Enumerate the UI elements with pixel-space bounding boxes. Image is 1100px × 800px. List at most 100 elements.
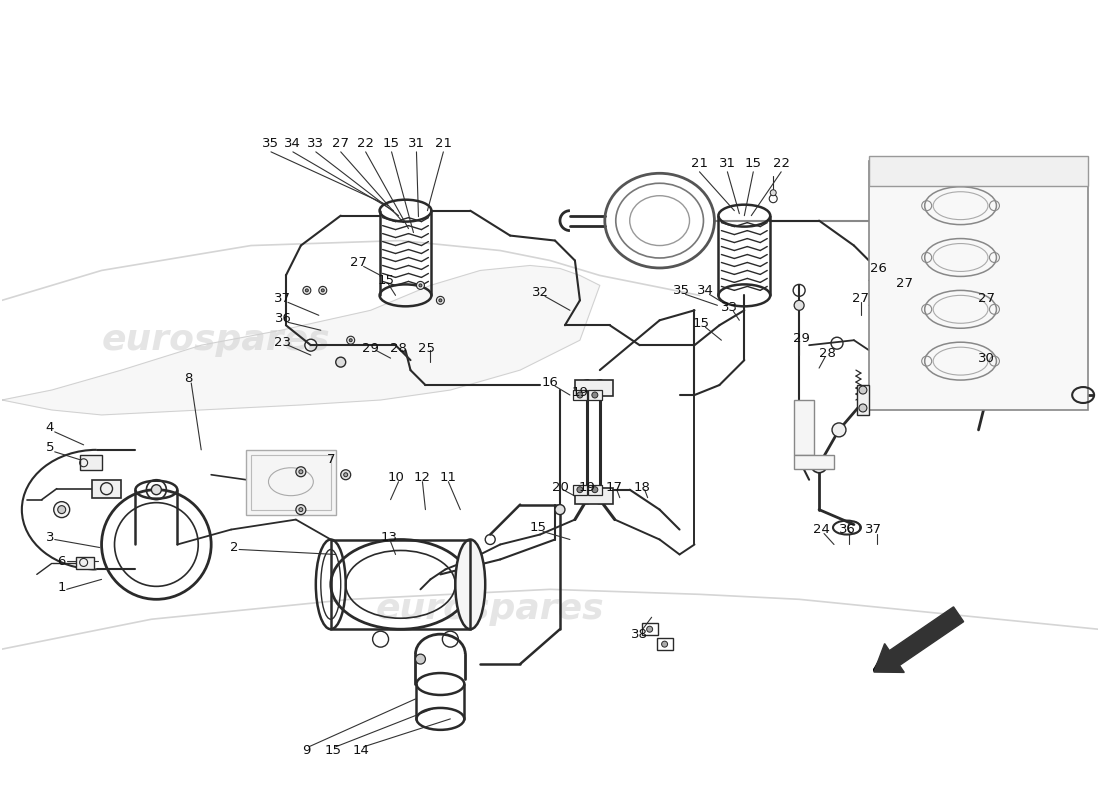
Text: 21: 21 xyxy=(691,158,708,170)
Circle shape xyxy=(54,502,69,518)
Circle shape xyxy=(437,296,444,304)
Text: 11: 11 xyxy=(440,471,456,484)
Text: 30: 30 xyxy=(978,352,994,365)
Circle shape xyxy=(416,654,426,664)
Circle shape xyxy=(811,457,827,473)
Text: 31: 31 xyxy=(719,158,736,170)
Text: 18: 18 xyxy=(634,481,650,494)
Text: 25: 25 xyxy=(418,342,434,354)
Circle shape xyxy=(579,380,595,396)
Ellipse shape xyxy=(455,539,485,630)
Bar xyxy=(246,450,336,514)
Circle shape xyxy=(592,380,608,396)
Text: 5: 5 xyxy=(45,442,54,454)
Circle shape xyxy=(439,299,442,302)
Circle shape xyxy=(592,486,597,493)
Bar xyxy=(573,485,587,494)
Circle shape xyxy=(349,338,352,342)
FancyArrow shape xyxy=(873,607,964,673)
Circle shape xyxy=(576,392,583,398)
Text: 12: 12 xyxy=(414,471,431,484)
Circle shape xyxy=(579,488,595,504)
Text: 27: 27 xyxy=(896,277,913,290)
Text: 20: 20 xyxy=(551,481,569,494)
Bar xyxy=(587,390,602,400)
Bar xyxy=(794,400,814,455)
Bar xyxy=(657,638,672,650)
Text: 16: 16 xyxy=(541,375,559,389)
Text: 36: 36 xyxy=(275,312,292,325)
Circle shape xyxy=(661,641,668,647)
Circle shape xyxy=(592,488,608,504)
Bar xyxy=(641,623,658,635)
Bar xyxy=(251,455,331,510)
Bar xyxy=(575,488,613,504)
Text: 27: 27 xyxy=(332,138,349,150)
Circle shape xyxy=(321,289,324,292)
Circle shape xyxy=(647,626,652,632)
Text: 21: 21 xyxy=(434,138,452,150)
Text: 34: 34 xyxy=(697,284,714,297)
Text: 19: 19 xyxy=(579,481,595,494)
Circle shape xyxy=(592,392,597,398)
Circle shape xyxy=(556,505,565,514)
Circle shape xyxy=(343,473,348,477)
Text: 29: 29 xyxy=(793,332,810,345)
Circle shape xyxy=(346,336,354,344)
Text: 15: 15 xyxy=(324,744,341,758)
Text: eurospares: eurospares xyxy=(102,323,330,358)
Bar xyxy=(869,161,1088,410)
Circle shape xyxy=(57,506,66,514)
Circle shape xyxy=(299,470,303,474)
Polygon shape xyxy=(2,266,600,415)
Text: 15: 15 xyxy=(529,521,547,534)
Text: 9: 9 xyxy=(301,744,310,758)
Circle shape xyxy=(296,466,306,477)
Text: eurospares: eurospares xyxy=(376,592,605,626)
Text: 7: 7 xyxy=(327,454,336,466)
Text: 1: 1 xyxy=(57,581,66,594)
Text: 15: 15 xyxy=(377,274,394,287)
Text: 32: 32 xyxy=(531,286,549,299)
Text: 34: 34 xyxy=(285,138,301,150)
Text: 3: 3 xyxy=(45,531,54,544)
Bar xyxy=(794,455,834,469)
Text: 19: 19 xyxy=(572,386,588,398)
Bar xyxy=(79,455,101,470)
Text: 33: 33 xyxy=(720,301,738,314)
Text: 15: 15 xyxy=(693,317,710,330)
Text: 35: 35 xyxy=(673,284,690,297)
Circle shape xyxy=(417,282,425,290)
Text: 36: 36 xyxy=(838,523,856,536)
Circle shape xyxy=(336,357,345,367)
Text: 28: 28 xyxy=(818,346,836,360)
Text: 27: 27 xyxy=(978,292,996,305)
Text: 31: 31 xyxy=(408,138,425,150)
Circle shape xyxy=(794,300,804,310)
Text: 28: 28 xyxy=(390,342,407,354)
Text: 4: 4 xyxy=(45,422,54,434)
Text: 35: 35 xyxy=(263,138,279,150)
Text: 6: 6 xyxy=(57,555,66,568)
Circle shape xyxy=(341,470,351,480)
Text: 13: 13 xyxy=(381,531,397,544)
Text: 33: 33 xyxy=(307,138,324,150)
Text: 38: 38 xyxy=(631,628,648,641)
Circle shape xyxy=(306,289,308,292)
Bar xyxy=(587,485,602,494)
Bar xyxy=(869,156,1088,186)
Text: 8: 8 xyxy=(184,371,192,385)
Bar xyxy=(573,390,587,400)
Bar xyxy=(331,539,471,630)
Text: 27: 27 xyxy=(350,256,367,269)
Text: 29: 29 xyxy=(362,342,380,354)
Bar xyxy=(76,558,94,570)
Circle shape xyxy=(419,284,422,287)
Text: 2: 2 xyxy=(230,541,239,554)
Bar xyxy=(91,480,121,498)
Circle shape xyxy=(859,404,867,412)
Text: 14: 14 xyxy=(352,744,370,758)
Text: 37: 37 xyxy=(866,523,882,536)
Circle shape xyxy=(319,286,327,294)
Circle shape xyxy=(302,286,311,294)
